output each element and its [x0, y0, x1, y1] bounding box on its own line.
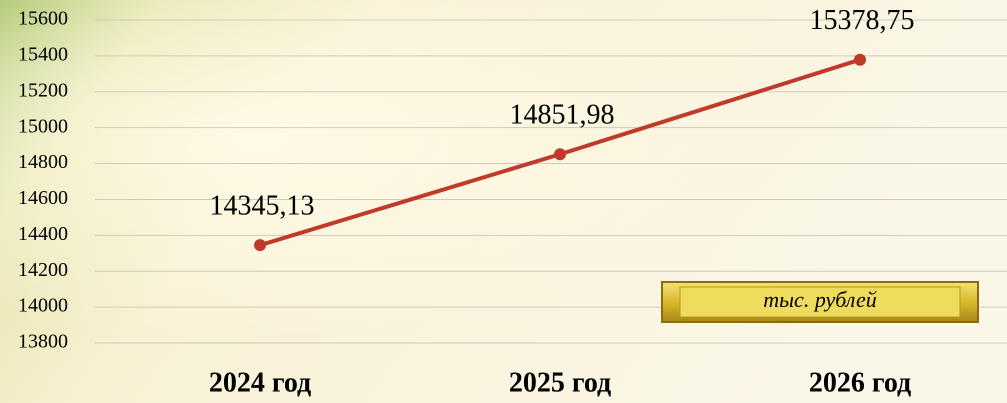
data-label: 15378,75	[810, 5, 915, 36]
y-tick-label: 14000	[18, 295, 68, 317]
y-tick-label: 14200	[18, 259, 68, 281]
annotation-box: тыс. рублей	[662, 282, 978, 322]
data-label: 14851,98	[510, 100, 615, 131]
y-tick-label: 15000	[18, 115, 68, 137]
data-point	[254, 239, 266, 251]
data-point	[854, 54, 866, 66]
x-tick-label: 2026 год	[809, 367, 911, 398]
y-tick-label: 15600	[18, 8, 68, 30]
y-tick-label: 14800	[18, 151, 68, 173]
annotation-text: тыс. рублей	[763, 287, 876, 312]
y-tick-label: 14400	[18, 223, 68, 245]
x-tick-label: 2024 год	[209, 367, 311, 398]
y-tick-label: 15400	[18, 43, 68, 65]
y-tick-label: 15200	[18, 79, 68, 101]
y-tick-label: 13800	[18, 331, 68, 353]
chart: 13800 14000 14200 14400 14600 14800 15000 15200…	[0, 0, 1007, 403]
y-tick-label: 14600	[18, 187, 68, 209]
data-point	[554, 148, 566, 160]
x-tick-label: 2025 год	[509, 367, 611, 398]
data-label: 14345,13	[210, 191, 315, 222]
